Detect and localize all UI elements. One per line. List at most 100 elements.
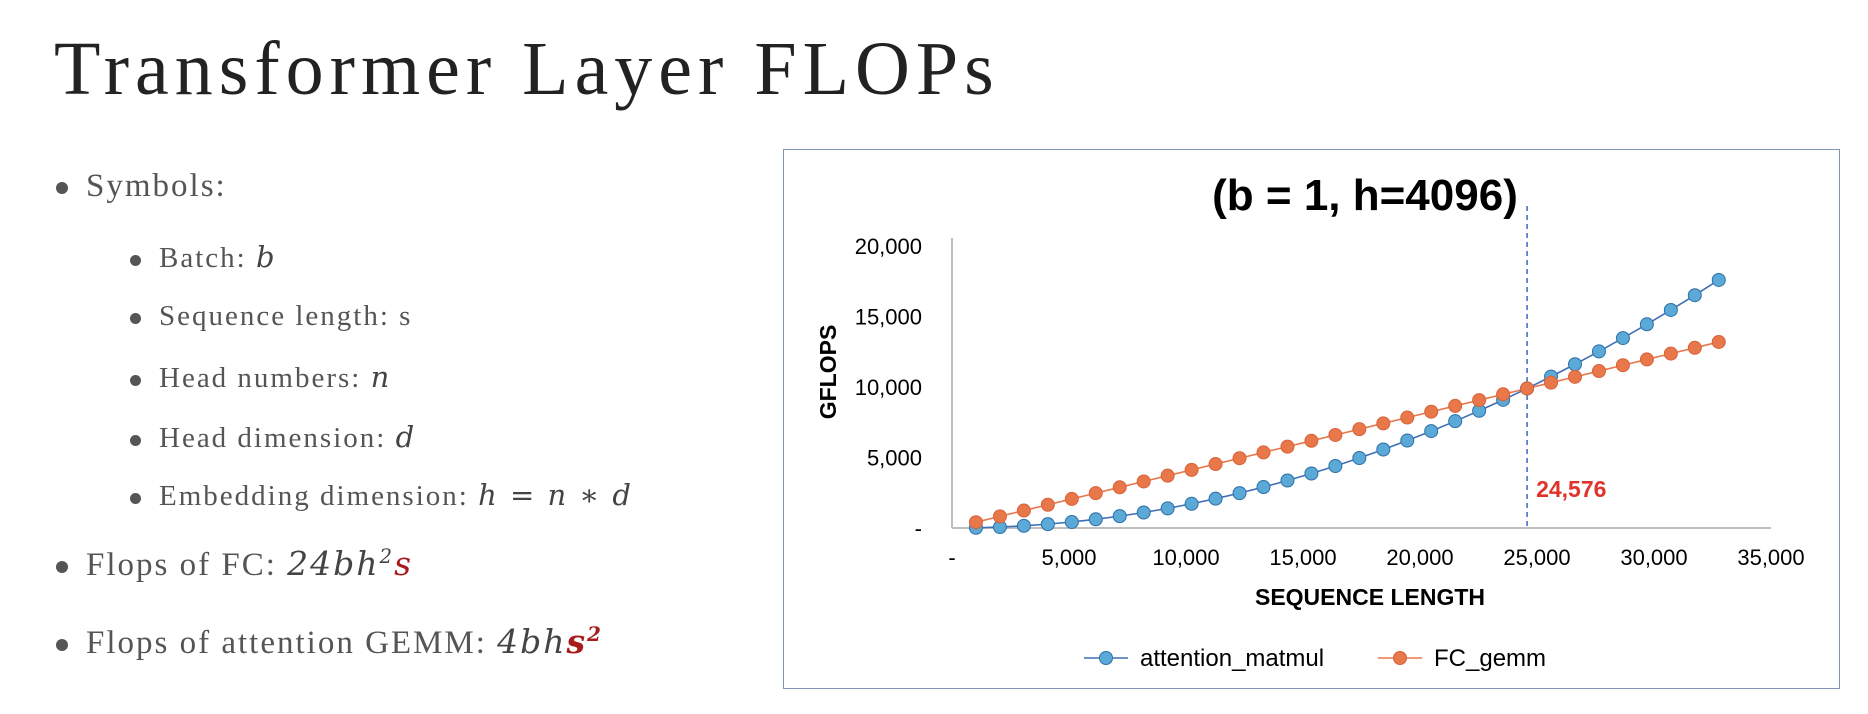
attention-matmul-point <box>1304 466 1319 481</box>
x-tick-label: 5,000 <box>1041 545 1096 570</box>
attention-matmul-point <box>1184 496 1199 511</box>
fc-gemm-point <box>1352 422 1367 437</box>
fc-gemm-point <box>1064 491 1079 506</box>
crossover-annotation: 24,576 <box>1536 476 1606 502</box>
fc-gemm-point <box>1112 480 1127 495</box>
fc-gemm-point <box>1520 381 1535 396</box>
legend-marker <box>1099 651 1113 665</box>
attention-matmul-point <box>1040 517 1055 532</box>
attention-matmul-point <box>1376 442 1391 457</box>
attention-matmul-point <box>1112 509 1127 524</box>
fc-gemm-point <box>1472 393 1487 408</box>
chart-frame: (b = 1, h=4096) - 5,000 10,000 15,000 20,000… <box>783 149 1840 689</box>
bullet-symbols: Symbols: <box>56 168 227 205</box>
bullet-dot <box>56 561 68 574</box>
y-tick-label: 15,000 <box>855 305 922 330</box>
attention-matmul-point <box>1208 491 1223 506</box>
y-tick-label: 5,000 <box>867 446 922 471</box>
attention-matmul-point <box>1328 458 1343 473</box>
attention-matmul-point <box>1088 512 1103 527</box>
legend-marker <box>1393 651 1407 665</box>
slide-title: Transformer Layer FLOPs <box>54 27 1000 111</box>
fc-gemm-point <box>1184 462 1199 477</box>
bullet-batch: Batch: b <box>130 240 277 275</box>
fc-gemm-point <box>1376 416 1391 431</box>
fc-gemm-point <box>1400 410 1415 425</box>
bullet-dot <box>56 182 68 195</box>
y-axis-title: GFLOPS <box>815 325 841 420</box>
x-tick-label: - <box>948 545 955 570</box>
chart-title: (b = 1, h=4096) <box>1212 171 1518 220</box>
fc-gemm-point <box>1328 427 1343 442</box>
attention-matmul-point <box>1663 302 1678 317</box>
fc-gemm-point <box>1280 439 1295 454</box>
attention-matmul-point <box>1568 357 1583 372</box>
bullet-flops-attention: Flops of attention GEMM: 4bhs2 <box>56 622 603 662</box>
chart-axes <box>951 238 1771 529</box>
fc-gemm-point <box>1591 364 1606 379</box>
fc-gemm-point <box>1040 497 1055 512</box>
x-tick-label: 20,000 <box>1386 545 1453 570</box>
fc-gemm-point <box>1663 346 1678 361</box>
bullet-sequence-length: Sequence length: s <box>130 300 412 333</box>
y-tick-label: 10,000 <box>855 375 922 400</box>
bullet-dot <box>130 492 141 504</box>
x-tick-label: 15,000 <box>1269 545 1336 570</box>
attention-matmul-point <box>1232 486 1247 501</box>
bullet-head-numbers: Head numbers: n <box>130 360 391 395</box>
bullet-dot <box>56 639 68 652</box>
x-axis-title: SEQUENCE LENGTH <box>1255 584 1485 610</box>
attention-matmul-point <box>1280 473 1295 488</box>
attention-matmul-point <box>1016 518 1031 533</box>
bullet-dot <box>130 434 141 446</box>
attention-matmul-point <box>1160 501 1175 516</box>
attention-matmul-point <box>1615 331 1630 346</box>
x-tick-label: 30,000 <box>1620 545 1687 570</box>
chart-series: 24,576 <box>968 206 1726 535</box>
legend-label: FC_gemm <box>1434 645 1546 672</box>
attention-matmul-point <box>1448 414 1463 429</box>
chart-legend: attention_matmul FC_gemm <box>1084 645 1546 672</box>
fc-gemm-line <box>975 341 1719 523</box>
fc-gemm-point <box>1424 404 1439 419</box>
bullet-dot <box>130 312 141 324</box>
attention-matmul-point <box>1136 505 1151 520</box>
chart-ticks: - 5,000 10,000 15,000 20,000 25,000 30,000 35,0… <box>855 234 1805 570</box>
fc-gemm-point <box>1639 352 1654 367</box>
attention-matmul-point <box>1591 344 1606 359</box>
attention-matmul-point <box>1400 433 1415 448</box>
bullet-head-dimension: Head dimension: d <box>130 420 416 455</box>
attention-matmul-point <box>1352 450 1367 465</box>
fc-gemm-point <box>1304 433 1319 448</box>
fc-gemm-point <box>1711 334 1726 349</box>
fc-gemm-point <box>1088 486 1103 501</box>
bullet-dot <box>130 374 141 386</box>
attention-matmul-point <box>1424 424 1439 439</box>
fc-gemm-point <box>1568 369 1583 384</box>
fc-gemm-point <box>968 515 983 530</box>
x-tick-label: 25,000 <box>1503 545 1570 570</box>
fc-gemm-point <box>1136 474 1151 489</box>
fc-gemm-point <box>1256 445 1271 460</box>
attention-matmul-point <box>1256 480 1271 495</box>
fc-gemm-point <box>1544 375 1559 390</box>
fc-gemm-point <box>1687 340 1702 355</box>
y-tick-label: 20,000 <box>855 234 922 259</box>
y-tick-label: - <box>915 516 922 541</box>
fc-gemm-point <box>1615 358 1630 373</box>
x-tick-label: 10,000 <box>1152 545 1219 570</box>
attention-matmul-point <box>1711 272 1726 287</box>
attention-matmul-point <box>1639 317 1654 332</box>
attention-matmul-line <box>975 279 1720 529</box>
fc-gemm-point <box>1208 457 1223 472</box>
x-tick-label: 35,000 <box>1737 545 1804 570</box>
fc-gemm-point <box>1016 503 1031 518</box>
legend-label: attention_matmul <box>1140 645 1324 672</box>
fc-gemm-point <box>992 509 1007 524</box>
flops-chart: (b = 1, h=4096) - 5,000 10,000 15,000 20,000… <box>815 171 1805 672</box>
bullet-dot <box>130 254 141 266</box>
fc-gemm-point <box>1232 451 1247 466</box>
attention-matmul-point <box>1687 288 1702 303</box>
fc-gemm-point <box>1160 468 1175 483</box>
bullet-flops-fc: Flops of FC: 24bh2s <box>56 544 413 584</box>
